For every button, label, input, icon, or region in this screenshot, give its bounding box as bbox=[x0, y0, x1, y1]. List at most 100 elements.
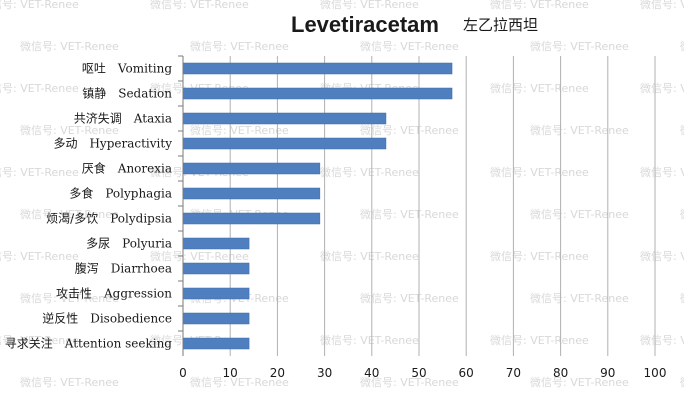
category-label-cn: 共济失调 bbox=[74, 111, 122, 126]
watermark-text: 微信号: VET-Renee bbox=[190, 39, 289, 53]
watermark-text: 微信号: VET-Renee bbox=[640, 333, 684, 347]
x-axis-ticks: 0 10 20 30 40 50 60 70 80 90 100 bbox=[179, 366, 666, 380]
chart-title: Levetiracetam bbox=[291, 12, 439, 37]
watermark-text: 微信号: VET-Renee bbox=[490, 249, 589, 263]
x-tick-label: 30 bbox=[317, 366, 332, 380]
watermark-text: 微信号: VET-Renee bbox=[0, 249, 79, 263]
watermark-text: 微信号: VET-Renee bbox=[320, 249, 419, 263]
x-tick-label: 50 bbox=[411, 366, 426, 380]
x-tick-label: 90 bbox=[600, 366, 615, 380]
watermark-text: 微信号: VET-Renee bbox=[680, 207, 684, 221]
watermark-text: 微信号: VET-Renee bbox=[20, 39, 119, 53]
watermark-text: 微信号: VET-Renee bbox=[360, 291, 459, 305]
watermark-text: 微信号: VET-Renee bbox=[530, 207, 629, 221]
watermark-text: 微信号: VET-Renee bbox=[150, 0, 249, 11]
watermark-text: 微信号: VET-Renee bbox=[20, 375, 119, 389]
category-label-en: Disobedience bbox=[90, 312, 172, 326]
watermark-text: 微信号: VET-Renee bbox=[530, 375, 629, 389]
bar-attention-seeking bbox=[182, 337, 250, 350]
category-label-cn: 腹泻 bbox=[75, 262, 99, 276]
watermark-text: 微信号: VET-Renee bbox=[320, 333, 419, 347]
watermark-text: 微信号: VET-Renee bbox=[360, 123, 459, 137]
watermark-text: 微信号: VET-Renee bbox=[640, 249, 684, 263]
category-label-cn: 攻击性 bbox=[56, 287, 92, 301]
x-tick-label: 20 bbox=[270, 366, 285, 380]
watermark-text: 微信号: VET-Renee bbox=[0, 81, 79, 95]
watermark-text: 微信号: VET-Renee bbox=[680, 291, 684, 305]
x-tick-label: 40 bbox=[364, 366, 379, 380]
category-label-cn: 多食 bbox=[69, 186, 93, 201]
watermark-text: 微信号: VET-Renee bbox=[0, 333, 79, 347]
bar-vomiting bbox=[182, 62, 453, 75]
bar-hyperactivity bbox=[182, 137, 387, 150]
x-tick-label: 0 bbox=[179, 366, 187, 380]
watermark-text: 微信号: VET-Renee bbox=[490, 0, 589, 11]
category-label-en: Polyphagia bbox=[105, 187, 172, 201]
watermark-text: 微信号: VET-Renee bbox=[20, 123, 119, 137]
watermark-text: 微信号: VET-Renee bbox=[530, 39, 629, 53]
category-label-en: Diarrhoea bbox=[111, 262, 172, 276]
x-tick-label: 70 bbox=[506, 366, 521, 380]
watermark-text: 微信号: VET-Renee bbox=[490, 165, 589, 179]
bar-polyuria bbox=[182, 237, 250, 250]
category-label-cn: 镇静 bbox=[82, 87, 106, 101]
category-label-en: Vomiting bbox=[117, 62, 172, 76]
category-label-en: Polyuria bbox=[122, 237, 172, 251]
watermark-text: 微信号: VET-Renee bbox=[680, 39, 684, 53]
watermark-text: 微信号: VET-Renee bbox=[640, 81, 684, 95]
bar-polydipsia bbox=[182, 212, 321, 225]
category-label-en: Ataxia bbox=[133, 112, 172, 126]
category-label-en: Polydipsia bbox=[110, 212, 172, 226]
category-label-en: Hyperactivity bbox=[89, 137, 172, 151]
category-label-cn: 多尿 bbox=[86, 237, 110, 251]
watermark-text: 微信号: VET-Renee bbox=[320, 0, 419, 11]
watermark-text: 微信号: VET-Renee bbox=[150, 249, 249, 263]
watermark-text: 微信号: VET-Renee bbox=[680, 375, 684, 389]
category-label-cn: 厌食 bbox=[82, 161, 106, 176]
category-label-en: Aggression bbox=[103, 287, 172, 301]
watermark-text: 微信号: VET-Renee bbox=[640, 0, 684, 11]
watermark-text: 微信号: VET-Renee bbox=[530, 123, 629, 137]
bar-disobedience bbox=[182, 312, 250, 325]
chart-subtitle: 左乙拉西坦 bbox=[463, 16, 538, 34]
category-label-en: Anorexia bbox=[117, 162, 172, 176]
watermark-text: 微信号: VET-Renee bbox=[0, 165, 79, 179]
watermark-text: 微信号: VET-Renee bbox=[0, 0, 79, 11]
watermark-text: 微信号: VET-Renee bbox=[490, 81, 589, 95]
x-tick-label: 100 bbox=[644, 366, 667, 380]
category-label-cn: 烦渴/多饮 bbox=[46, 212, 98, 226]
category-label-cn: 寻求关注 bbox=[5, 336, 53, 351]
category-label-cn: 逆反性 bbox=[42, 311, 78, 326]
category-labels: Vomiting 呕吐 Sedation 镇静 Ataxia 共济失调 Hyperactiv… bbox=[5, 55, 183, 351]
x-tick-label: 10 bbox=[223, 366, 238, 380]
bar-sedation bbox=[182, 87, 453, 100]
x-tick-label: 80 bbox=[553, 366, 568, 380]
watermark-text: 微信号: VET-Renee bbox=[360, 207, 459, 221]
bar-anorexia bbox=[182, 162, 321, 175]
bar-aggression bbox=[182, 287, 250, 300]
category-label-en: Attention seeking bbox=[64, 337, 173, 351]
watermark-text: 微信号: VET-Renee bbox=[320, 165, 419, 179]
bar-diarrhoea bbox=[182, 262, 250, 275]
bar-polyphagia bbox=[182, 187, 321, 200]
category-label-cn: 呕吐 bbox=[82, 62, 106, 76]
watermark-layer: 微信号: VET-Renee 微信号: VET-Renee 微信号: VET-Ren… bbox=[0, 0, 684, 389]
grid-lines bbox=[229, 56, 656, 356]
watermark-text: 微信号: VET-Renee bbox=[640, 165, 684, 179]
watermark-text: 微信号: VET-Renee bbox=[490, 333, 589, 347]
category-label-cn: 多动 bbox=[53, 137, 77, 151]
watermark-text: 微信号: VET-Renee bbox=[190, 375, 289, 389]
x-tick-label: 60 bbox=[459, 366, 474, 380]
watermark-text: 微信号: VET-Renee bbox=[360, 375, 459, 389]
watermark-text: 微信号: VET-Renee bbox=[20, 207, 119, 221]
bar-ataxia bbox=[182, 112, 387, 125]
watermark-text: 微信号: VET-Renee bbox=[360, 39, 459, 53]
category-label-en: Sedation bbox=[118, 87, 172, 101]
watermark-text: 微信号: VET-Renee bbox=[530, 291, 629, 305]
watermark-text: 微信号: VET-Renee bbox=[190, 123, 289, 137]
watermark-text: 微信号: VET-Renee bbox=[680, 123, 684, 137]
watermark-text: 微信号: VET-Renee bbox=[20, 291, 119, 305]
bar-series bbox=[182, 62, 453, 350]
